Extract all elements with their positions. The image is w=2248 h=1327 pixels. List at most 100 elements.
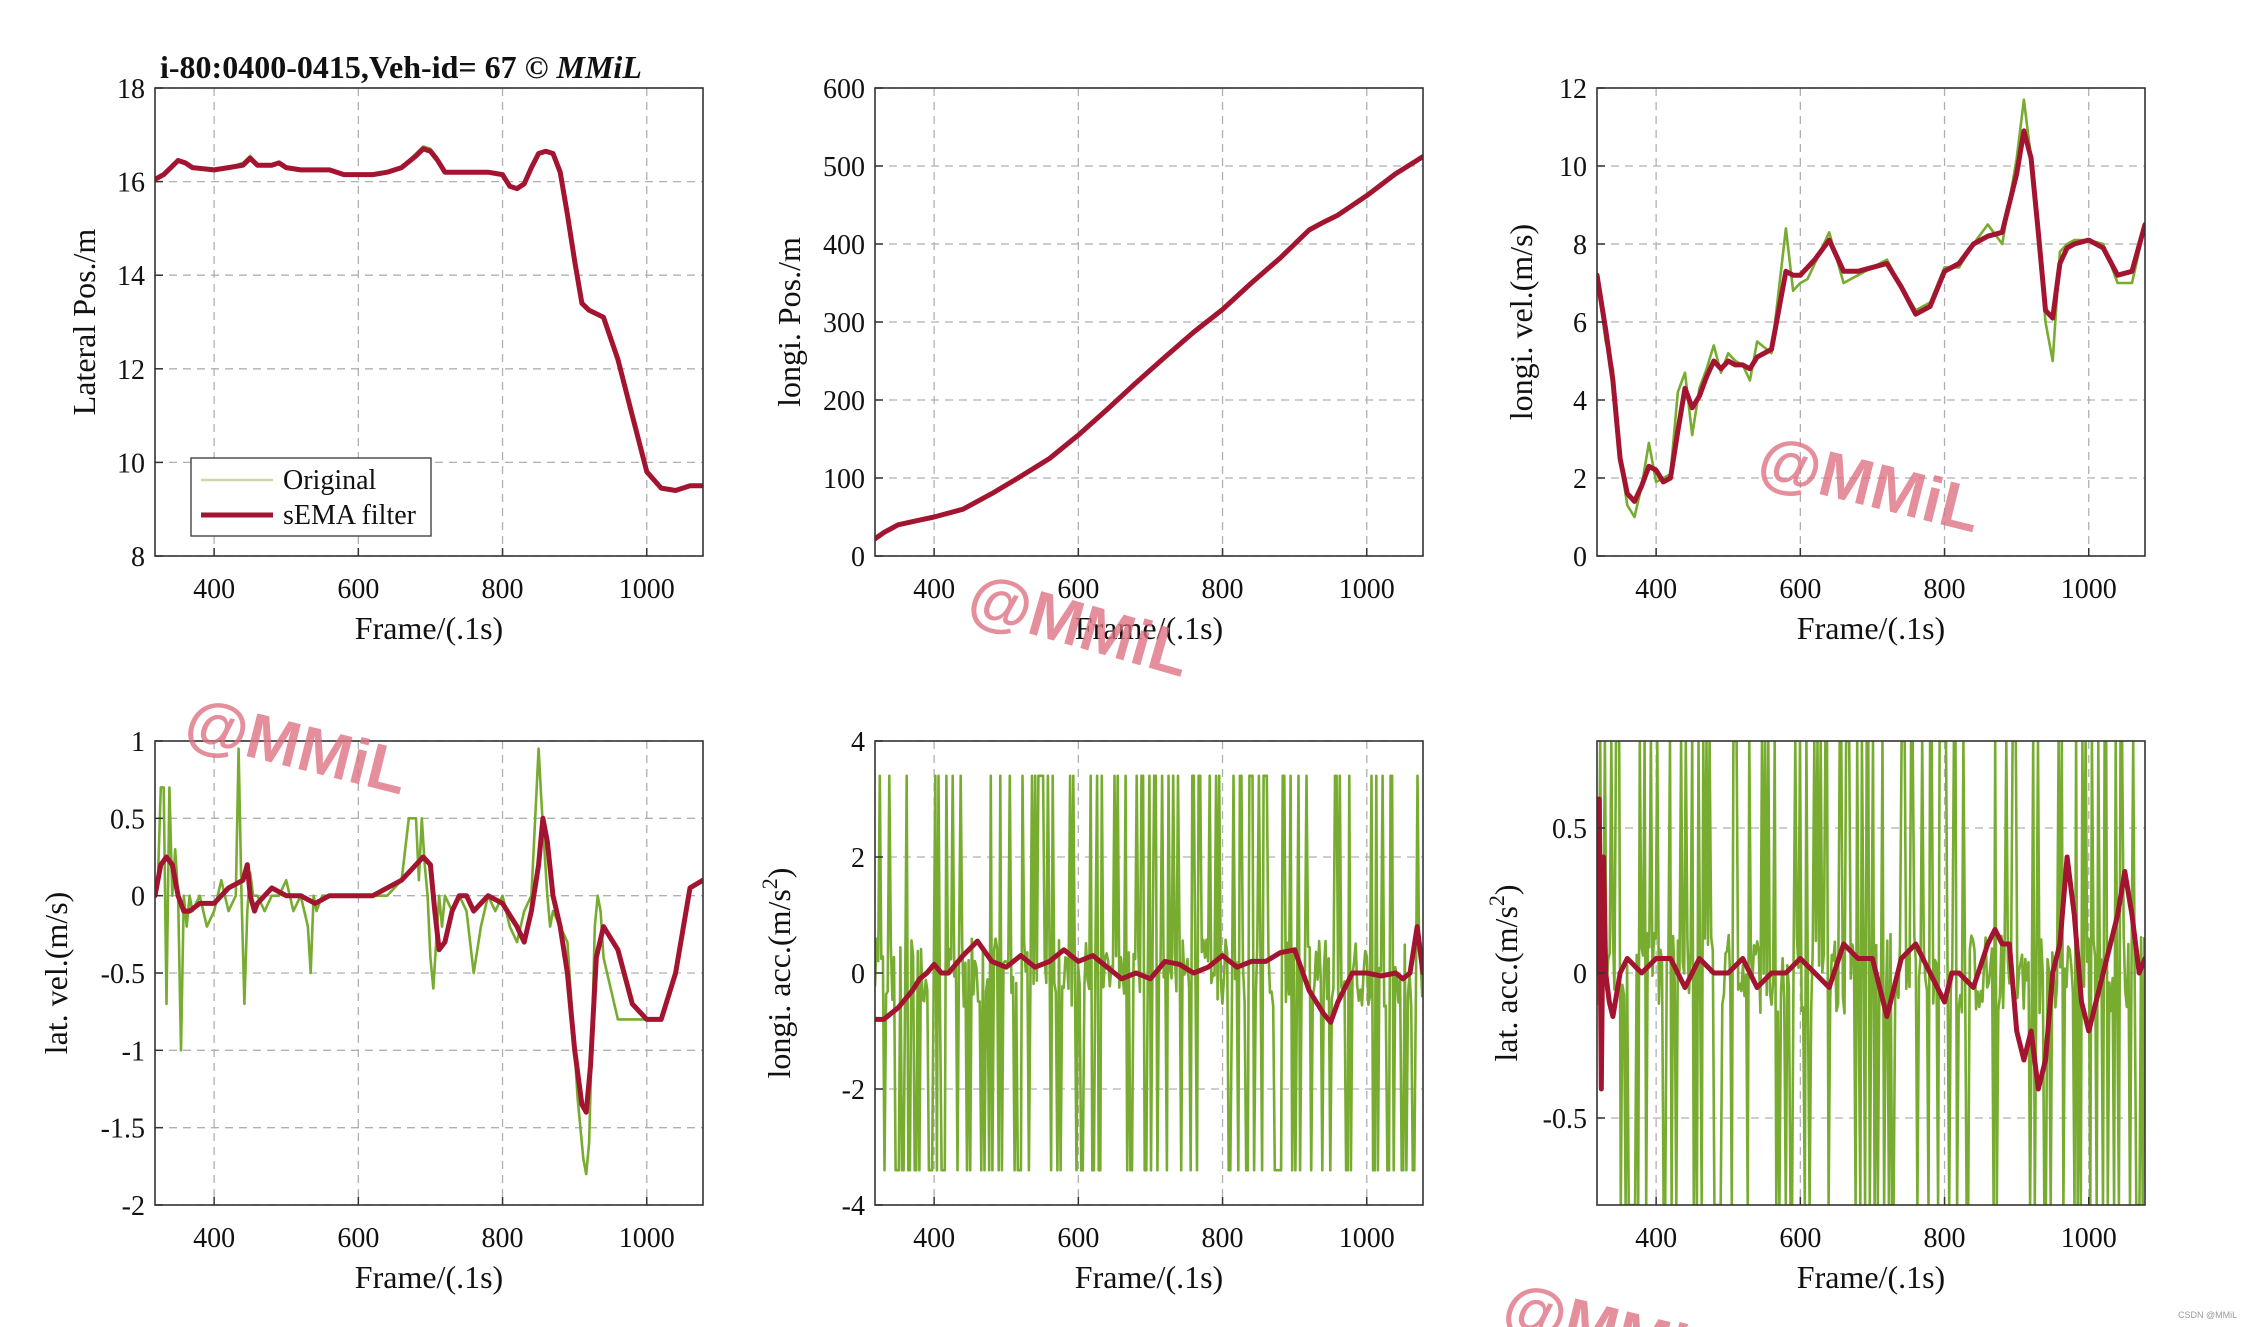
y-tick-label: 8 bbox=[1573, 230, 1587, 261]
watermark-4: @MMiL bbox=[1497, 1269, 1734, 1327]
y-tick-label: -1 bbox=[122, 1036, 145, 1067]
series-sema-line bbox=[1597, 128, 2145, 504]
x-tick-label: 1000 bbox=[619, 574, 675, 605]
y-axis-label: longi. vel.(m/s) bbox=[1503, 224, 1539, 420]
y-tick-label: 2 bbox=[851, 843, 865, 874]
y-tick-label: 0.5 bbox=[1552, 814, 1587, 845]
y-tick-label: 2 bbox=[1573, 464, 1587, 495]
y-tick-label: 600 bbox=[823, 74, 865, 105]
x-axis-label: Frame/(.1s) bbox=[1797, 610, 1945, 646]
series-sema-line bbox=[875, 154, 1423, 542]
x-tick-label: 600 bbox=[1057, 574, 1099, 605]
series-group bbox=[155, 747, 703, 1176]
y-tick-label: 18 bbox=[117, 74, 145, 105]
y-axis-label: Lateral Pos./m bbox=[66, 229, 102, 416]
x-tick-label: 1000 bbox=[1339, 574, 1395, 605]
x-tick-label: 800 bbox=[482, 574, 524, 605]
axes-box bbox=[154, 87, 704, 557]
x-tick-label: 800 bbox=[1924, 1223, 1966, 1254]
x-tick-label: 600 bbox=[337, 1223, 379, 1254]
y-tick-label: 200 bbox=[823, 386, 865, 417]
series-sema-line bbox=[875, 924, 1423, 1025]
y-tick-label: 4 bbox=[851, 727, 865, 758]
y-tick-label: -0.5 bbox=[1543, 1104, 1587, 1135]
x-tick-label: 600 bbox=[1779, 574, 1821, 605]
watermark-2: @MMiL bbox=[1752, 422, 1989, 547]
y-tick-label: -2 bbox=[122, 1191, 145, 1222]
series-group bbox=[875, 774, 1423, 1172]
y-tick-label: 0 bbox=[1573, 542, 1587, 573]
y-tick-label: 10 bbox=[117, 448, 145, 479]
y-tick-label: -4 bbox=[842, 1191, 865, 1222]
x-tick-label: 400 bbox=[913, 1223, 955, 1254]
credit-text: CSDN @MMiL bbox=[2178, 1310, 2237, 1320]
chart-longi-vel: 400 600 800 1000 0 2 4 6 8 10 12 Frame/(.1s) longi. … bbox=[1503, 74, 2146, 646]
figure-title: i-80:0400-0415,Veh-id= 67 © MMiL bbox=[160, 49, 642, 85]
watermarks: @MMiL @MMiL @MMiL @MMiL bbox=[179, 422, 1989, 1327]
series-original-line bbox=[875, 774, 1423, 1172]
y-tick-label: 400 bbox=[823, 230, 865, 261]
x-axis-label: Frame/(.1s) bbox=[1075, 610, 1223, 646]
x-tick-label: 1000 bbox=[2061, 574, 2117, 605]
legend-box bbox=[190, 457, 432, 537]
series-group bbox=[1597, 741, 2145, 1205]
y-tick-label: 300 bbox=[823, 308, 865, 339]
y-axis-label: lat. vel.(m/s) bbox=[38, 892, 74, 1055]
y-tick-label: 0 bbox=[131, 882, 145, 913]
series-group bbox=[875, 154, 1423, 542]
x-axis-label: Frame/(.1s) bbox=[1075, 1259, 1223, 1295]
y-tick-label: 500 bbox=[823, 152, 865, 183]
chart-lat-vel: 400 600 800 1000 -2 -1.5 -1 -0.5 0 0.5 1 Frame/(.1s… bbox=[38, 727, 704, 1295]
x-tick-label: 600 bbox=[337, 574, 379, 605]
y-tick-label: 10 bbox=[1559, 152, 1587, 183]
x-tick-label: 400 bbox=[913, 574, 955, 605]
y-tick-label: -1.5 bbox=[101, 1114, 145, 1145]
y-tick-label: 0 bbox=[1573, 959, 1587, 990]
x-tick-label: 800 bbox=[1924, 574, 1966, 605]
y-tick-label: 6 bbox=[1573, 308, 1587, 339]
y-tick-label: 1 bbox=[131, 727, 145, 758]
y-tick-label: 0 bbox=[851, 542, 865, 573]
title-brand: MMiL bbox=[556, 49, 642, 85]
y-axis-label: longi. acc.(m/s2) bbox=[757, 868, 797, 1079]
series-sema-line bbox=[155, 146, 703, 493]
legend: Original sEMA filter bbox=[190, 457, 432, 537]
series-original-line bbox=[155, 145, 703, 492]
x-tick-label: 400 bbox=[1635, 574, 1677, 605]
title-main: i-80:0400-0415,Veh-id= 67 © bbox=[160, 49, 557, 85]
x-tick-label: 800 bbox=[482, 1223, 524, 1254]
x-tick-label: 1000 bbox=[2061, 1223, 2117, 1254]
grid bbox=[875, 87, 1423, 557]
chart-longi-acc: 400 600 800 1000 -4 -2 0 2 4 Frame/(.1s) longi. ac… bbox=[757, 727, 1424, 1295]
y-tick-label: 100 bbox=[823, 464, 865, 495]
y-axis-label: longi. Pos./m bbox=[771, 237, 807, 407]
chart-lateral-pos: 400 600 800 1000 8 10 12 14 16 18 Frame/(.1s) Later… bbox=[66, 74, 704, 646]
y-tick-label: -2 bbox=[842, 1075, 865, 1106]
x-tick-label: 1000 bbox=[619, 1223, 675, 1254]
series-sema-line bbox=[1597, 796, 2145, 1092]
plots-group: 400 600 800 100081012141618Frame/(.1s)Later… bbox=[38, 74, 2146, 1295]
series-original-line bbox=[155, 747, 703, 1176]
y-tick-label: 12 bbox=[1559, 74, 1587, 105]
y-tick-label: -0.5 bbox=[101, 959, 145, 990]
x-axis-label: Frame/(.1s) bbox=[1797, 1259, 1945, 1295]
y-tick-label: 0.5 bbox=[110, 804, 145, 835]
y-axis-label: lat. acc.(m/s2) bbox=[1484, 884, 1524, 1061]
y-tick-label: 12 bbox=[117, 355, 145, 386]
x-axis-label: Frame/(.1s) bbox=[355, 1259, 503, 1295]
x-tick-label: 800 bbox=[1202, 1223, 1244, 1254]
chart-longi-pos: 400 600 800 1000 0 100 200 300 400 500 600 Frame/(.… bbox=[771, 74, 1424, 646]
x-axis-label: Frame/(.1s) bbox=[355, 610, 503, 646]
x-tick-label: 600 bbox=[1057, 1223, 1099, 1254]
chart-lat-acc: 400 600 800 1000 -0.5 0 0.5 Frame/(.1s) lat. acc… bbox=[1484, 740, 2146, 1295]
series-sema-line bbox=[155, 815, 703, 1115]
x-tick-label: 400 bbox=[1635, 1223, 1677, 1254]
legend-label-sema: sEMA filter bbox=[283, 500, 417, 531]
x-tick-label: 400 bbox=[193, 1223, 235, 1254]
x-tick-label: 1000 bbox=[1339, 1223, 1395, 1254]
y-tick-label: 16 bbox=[117, 168, 145, 199]
y-tick-label: 8 bbox=[131, 542, 145, 573]
x-tick-label: 600 bbox=[1779, 1223, 1821, 1254]
series-group bbox=[155, 145, 703, 493]
